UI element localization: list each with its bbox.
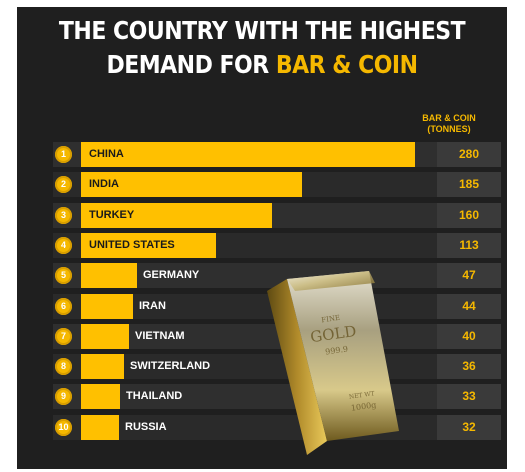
bar-row: 1 CHINA 280	[53, 142, 501, 167]
value-label: 160	[437, 202, 501, 228]
row-background	[53, 414, 501, 440]
bar-row: 10 RUSSIA 32	[53, 414, 501, 440]
bar-thailand	[81, 384, 120, 410]
bar-row: 2 INDIA 185	[53, 172, 501, 198]
bar-iran	[81, 293, 133, 319]
bar-china	[81, 142, 415, 167]
rank-badge: 2	[55, 176, 72, 194]
bar-row: 9 THAILAND 33	[53, 384, 501, 410]
country-label: RUSSIA	[125, 420, 167, 433]
stamp-net-wt: NET WT	[349, 390, 375, 401]
bar-germany	[81, 263, 137, 289]
stamp-weight: 1000g	[350, 400, 376, 412]
rank-badge: 8	[55, 358, 72, 376]
gold-bar-side	[267, 279, 327, 455]
value-label: 40	[437, 323, 501, 349]
country-label: THAILAND	[126, 390, 183, 403]
country-label: GERMANY	[143, 269, 200, 282]
country-label: VIETNAM	[135, 329, 185, 342]
country-label: TURKEY	[89, 208, 135, 221]
chart-title-line1: THE COUNTRY WITH THE HIGHEST	[58, 17, 466, 46]
title-highlight: BAR & COIN	[275, 51, 418, 80]
rank-badge: 1	[55, 146, 72, 163]
bar-row: 7 VIETNAM 40	[53, 323, 501, 349]
value-label: 113	[437, 232, 501, 258]
rank-badge: 7	[55, 327, 72, 345]
rank-badge: 10	[55, 418, 72, 436]
infographic-panel: THE COUNTRY WITH THE HIGHEST DEMAND FOR …	[17, 7, 507, 469]
value-label: 36	[437, 354, 501, 380]
country-label: INDIA	[89, 178, 119, 191]
stamp-fine: FINE	[321, 314, 341, 325]
value-label: 185	[437, 172, 501, 198]
stamp-purity: 999.9	[325, 344, 349, 356]
chart-title-line2: DEMAND FOR BAR & COIN	[17, 51, 507, 80]
title-prefix: DEMAND FOR	[106, 51, 276, 80]
country-label: CHINA	[89, 148, 124, 160]
bar-row: 3 TURKEY 160	[53, 202, 501, 228]
gold-bar-illustration: FINE GOLD 999.9 NET WT 1000g	[267, 271, 399, 455]
bar-vietnam	[81, 323, 129, 349]
bar-switzerland	[81, 354, 124, 380]
value-header-line2: (TONNES)	[427, 124, 471, 134]
row-background	[53, 354, 501, 380]
bar-row: 8 SWITZERLAND 36	[53, 354, 501, 380]
rank-badge: 4	[55, 236, 72, 254]
country-label: IRAN	[139, 299, 166, 312]
bar-row: 4 UNITED STATES 113	[53, 232, 501, 258]
value-header-line1: BAR & COIN	[422, 113, 476, 123]
bar-russia	[81, 414, 119, 440]
rank-badge: 5	[55, 267, 72, 285]
rank-badge: 3	[55, 206, 72, 224]
value-label: 32	[437, 414, 501, 440]
gold-bar-top	[287, 271, 375, 291]
value-label: 280	[437, 142, 501, 167]
rank-badge: 6	[55, 297, 72, 315]
bar-india	[81, 172, 302, 198]
row-background	[53, 384, 501, 410]
value-column-header: BAR & COIN (TONNES)	[421, 113, 477, 135]
country-label: UNITED STATES	[89, 238, 175, 251]
country-label: SWITZERLAND	[130, 360, 211, 373]
bar-row: 5 GERMANY 47	[53, 263, 501, 289]
value-label: 47	[437, 263, 501, 289]
gold-bar-face	[287, 271, 399, 441]
value-label: 44	[437, 293, 501, 319]
bar-turkey	[81, 202, 272, 228]
rank-badge: 9	[55, 388, 72, 406]
bar-united-states	[81, 232, 216, 258]
value-label: 33	[437, 384, 501, 410]
